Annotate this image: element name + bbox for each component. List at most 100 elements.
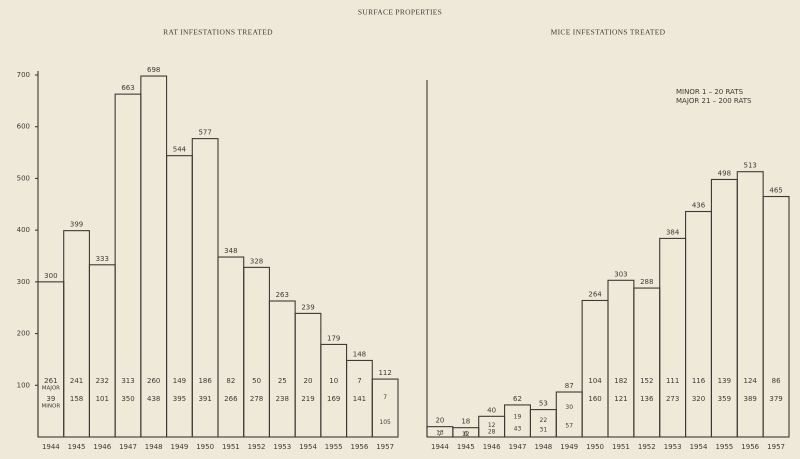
value-label: 62: [513, 395, 522, 403]
value-label: 513: [744, 162, 757, 170]
bar: [243, 266, 270, 438]
segment-label: 158: [70, 395, 83, 403]
segment-label: 30: [565, 404, 573, 411]
segment-label: 232: [96, 377, 109, 385]
value-label: 698: [147, 66, 160, 74]
x-tick-label: 1955: [325, 443, 343, 451]
value-label: 465: [769, 187, 782, 195]
segment-label: 359: [718, 395, 731, 403]
segment-label: 57: [565, 422, 573, 429]
bar: [268, 300, 296, 438]
segment-label: 391: [198, 395, 211, 403]
x-tick-label: 1951: [222, 443, 240, 451]
value-label: 263: [276, 291, 289, 299]
value-label: 544: [173, 146, 187, 154]
segment-label: 7: [438, 431, 442, 438]
segment-label: 124: [744, 377, 758, 385]
x-tick-label: 1944: [42, 443, 60, 451]
x-tick-label: 1948: [534, 443, 552, 451]
segment-label: 31: [540, 427, 548, 434]
value-label: 18: [461, 418, 470, 426]
value-label: 40: [487, 406, 496, 414]
value-label: 333: [96, 255, 109, 263]
bar: [633, 287, 661, 438]
x-tick-label: 1947: [509, 443, 527, 451]
segment-label: 261: [44, 377, 57, 385]
segment-label: 238: [276, 395, 289, 403]
x-tick-label: 1954: [299, 443, 317, 451]
segment-label: 169: [327, 395, 340, 403]
segment-label: 219: [301, 395, 314, 403]
y-tick-label: 600: [17, 123, 30, 131]
y-tick-label: 300: [17, 278, 30, 286]
segment-label: 182: [614, 377, 627, 385]
x-tick-label: 1956: [351, 443, 369, 451]
x-tick-label: 1950: [586, 443, 604, 451]
x-tick-label: 1944: [431, 443, 449, 451]
segment-label: 50: [252, 377, 261, 385]
y-tick-label: 100: [17, 381, 30, 389]
value-label: 300: [44, 272, 57, 280]
legend-entry: MINOR 1 – 20 RATS: [676, 88, 744, 96]
segment-label: 160: [588, 395, 601, 403]
value-label: 179: [327, 334, 340, 342]
bar: [294, 312, 322, 438]
segment-label: 43: [514, 425, 522, 432]
value-label: 20: [435, 417, 444, 425]
segment-label: 241: [70, 377, 83, 385]
bar: [762, 195, 790, 438]
segment-label: 273: [666, 395, 679, 403]
x-tick-label: 1957: [376, 443, 394, 451]
segment-label: 10: [329, 377, 338, 385]
x-tick-label: 1945: [457, 443, 475, 451]
y-tick-label: 700: [17, 71, 30, 79]
value-label: 384: [666, 228, 680, 236]
segment-label: 39: [46, 395, 55, 403]
value-label: 399: [70, 221, 83, 229]
segment-label: 266: [224, 395, 238, 403]
x-tick-label: 1950: [196, 443, 214, 451]
x-tick-label: 1946: [483, 443, 501, 451]
segment-label: 7: [383, 394, 387, 401]
bar: [685, 210, 712, 438]
x-tick-label: 1949: [560, 443, 578, 451]
value-label: 112: [378, 369, 391, 377]
x-tick-label: 1949: [171, 443, 189, 451]
segment-label: 278: [250, 395, 263, 403]
segment-label: 12: [488, 422, 496, 429]
value-label: 288: [640, 278, 653, 286]
value-label: 53: [539, 400, 548, 408]
x-tick-label: 1945: [68, 443, 86, 451]
x-tick-label: 1957: [767, 443, 785, 451]
value-label: 239: [301, 303, 314, 311]
segment-label: 389: [744, 395, 757, 403]
segment-label: 86: [772, 377, 781, 385]
segment-label: 7: [357, 377, 361, 385]
value-label: 663: [121, 84, 134, 92]
x-tick-label: 1948: [145, 443, 163, 451]
segment-label: 82: [226, 377, 235, 385]
segment-label: 139: [718, 377, 731, 385]
value-label: 303: [614, 270, 627, 278]
segment-label: 121: [614, 395, 627, 403]
segment-label: 350: [121, 395, 134, 403]
bar: [37, 281, 65, 438]
y-tick-label: 500: [17, 174, 30, 182]
x-tick-label: 1955: [715, 443, 733, 451]
bar: [114, 93, 142, 438]
value-label: 328: [250, 257, 263, 265]
segment-label: 12: [462, 431, 470, 438]
segment-label: 395: [173, 395, 186, 403]
bar: [320, 343, 348, 438]
segment-label: 19: [514, 413, 522, 420]
bar: [63, 230, 90, 438]
value-label: 577: [198, 129, 211, 137]
segment-label: 104: [588, 377, 602, 385]
segment-label: 13: [436, 430, 444, 437]
chart-title: SURFACE PROPERTIES: [358, 8, 442, 17]
legend-entry: MAJOR 21 – 200 RATS: [676, 97, 752, 105]
x-tick-label: 1953: [664, 443, 682, 451]
x-tick-label: 1951: [612, 443, 630, 451]
value-label: 87: [565, 382, 574, 390]
x-tick-label: 1956: [741, 443, 759, 451]
